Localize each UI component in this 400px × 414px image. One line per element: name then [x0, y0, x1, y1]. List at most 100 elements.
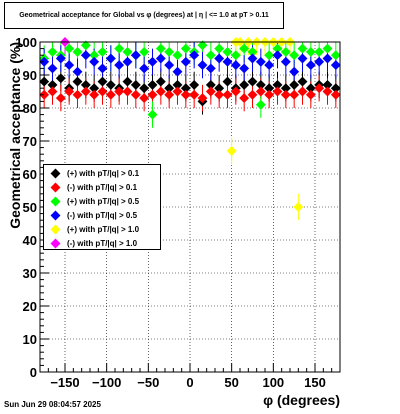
data-point [180, 83, 191, 94]
x-tick-label: 150 [304, 375, 326, 390]
data-point [239, 79, 250, 90]
data-point [39, 56, 50, 67]
data-point [164, 60, 175, 71]
data-point [72, 66, 83, 77]
y-tick-label: 90 [23, 68, 37, 83]
data-point [230, 60, 241, 71]
data-point [89, 50, 100, 61]
data-point [214, 83, 225, 94]
data-point [239, 93, 250, 104]
data-point [314, 46, 325, 57]
data-point [222, 89, 233, 100]
y-tick-label: 0 [30, 365, 37, 380]
data-point [305, 60, 316, 71]
data-point [172, 50, 183, 61]
data-point [280, 56, 291, 67]
legend-marker [50, 238, 61, 248]
data-point [172, 66, 183, 77]
data-point [297, 43, 308, 54]
data-point [89, 83, 100, 94]
data-point [147, 89, 158, 100]
data-point [239, 43, 250, 54]
data-point [147, 109, 158, 120]
x-tick-label: 0 [186, 375, 193, 390]
data-point [64, 86, 75, 97]
data-point [47, 86, 58, 97]
data-point [130, 89, 141, 100]
data-point [105, 79, 116, 90]
data-point [289, 89, 300, 100]
data-point [264, 60, 275, 71]
data-point [214, 53, 225, 64]
data-point [47, 63, 58, 74]
data-point [297, 76, 308, 87]
legend-label: (-) with pT/|q| > 0.1 [67, 182, 138, 192]
data-point [205, 63, 216, 74]
legend-entry: (-) with pT/|q| > 0.1 [48, 181, 137, 193]
data-point [205, 86, 216, 97]
data-point [97, 46, 108, 57]
data-point [226, 145, 237, 156]
data-point [47, 46, 58, 57]
axis-ticks [39, 41, 341, 373]
data-point [155, 53, 166, 64]
data-point [97, 63, 108, 74]
data-point [272, 50, 283, 61]
y-tick-label: 10 [23, 332, 37, 347]
y-tick-label: 60 [23, 167, 37, 182]
data-point [180, 43, 191, 54]
data-point [280, 46, 291, 57]
data-point [247, 46, 258, 57]
data-point [205, 50, 216, 61]
x-tick-label: −100 [92, 375, 121, 390]
data-point [122, 86, 133, 97]
data-point [322, 86, 333, 97]
y-tick-label: 80 [23, 101, 37, 116]
data-point [230, 86, 241, 97]
chart-title: Geometrical acceptance for Global vs φ (… [4, 2, 284, 29]
data-point [197, 60, 208, 71]
data-point [330, 60, 341, 71]
data-point [222, 46, 233, 57]
data-point [80, 50, 91, 61]
data-point [239, 63, 250, 74]
data-point [289, 50, 300, 61]
data-point [272, 86, 283, 97]
data-point [180, 89, 191, 100]
data-point [155, 43, 166, 54]
data-point [255, 99, 266, 110]
data-point [147, 56, 158, 67]
legend-entry: (+) with pT/|q| > 0.1 [48, 167, 139, 179]
data-point [222, 56, 233, 67]
y-tick-label: 100 [15, 35, 37, 50]
data-point [155, 86, 166, 97]
y-tick-label: 70 [23, 134, 37, 149]
legend-label: (-) with pT/|q| > 1.0 [67, 238, 138, 248]
data-point [247, 53, 258, 64]
x-axis-label: φ (degrees) [263, 392, 340, 408]
data-point [247, 76, 258, 87]
data-point [105, 89, 116, 100]
data-point [222, 76, 233, 87]
y-axis-label: Geometrical acceptance (%) [7, 42, 23, 229]
data-point [214, 43, 225, 54]
data-point [314, 56, 325, 67]
legend-entry: (+) with pT/|q| > 0.5 [48, 195, 139, 207]
data-point [172, 86, 183, 97]
legend-label: (+) with pT/|q| > 1.0 [67, 224, 140, 234]
data-point [205, 79, 216, 90]
data-point [155, 76, 166, 87]
x-tick-label: 50 [224, 375, 238, 390]
data-point [305, 89, 316, 100]
data-point [189, 50, 200, 61]
data-point [322, 43, 333, 54]
legend-entry: (-) with pT/|q| > 0.5 [48, 209, 137, 221]
data-point [164, 89, 175, 100]
data-point [72, 89, 83, 100]
data-point [264, 89, 275, 100]
data-point [139, 93, 150, 104]
data-point [180, 56, 191, 67]
data-point [39, 76, 50, 87]
data-point [297, 86, 308, 97]
data-point [97, 86, 108, 97]
